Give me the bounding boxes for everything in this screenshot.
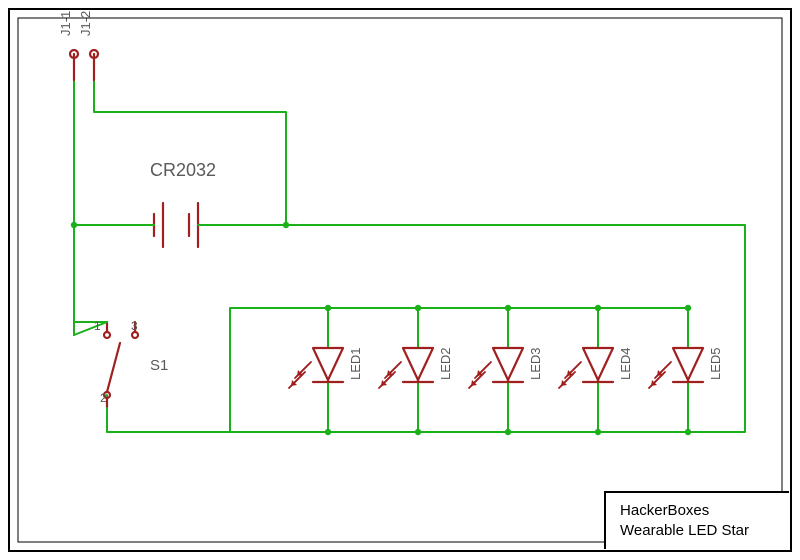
svg-text:LED4: LED4	[618, 347, 633, 380]
svg-text:1: 1	[94, 319, 101, 333]
title-line-1: HackerBoxes	[620, 501, 749, 521]
schematic-canvas: J1-1J1-2CR2032123S1LED1LED2LED3LED4LED5 …	[0, 0, 800, 560]
svg-text:J1-1: J1-1	[58, 11, 73, 36]
svg-text:LED3: LED3	[528, 347, 543, 380]
svg-text:LED5: LED5	[708, 347, 723, 380]
svg-text:LED1: LED1	[348, 347, 363, 380]
title-line-2: Wearable LED Star	[620, 521, 749, 541]
svg-text:3: 3	[131, 319, 138, 333]
svg-text:LED2: LED2	[438, 347, 453, 380]
svg-text:S1: S1	[150, 357, 168, 374]
svg-text:J1-2: J1-2	[78, 11, 93, 36]
svg-text:2: 2	[100, 391, 107, 405]
title-block: HackerBoxes Wearable LED Star	[604, 491, 789, 550]
svg-text:CR2032: CR2032	[150, 160, 216, 180]
schematic-svg: J1-1 J1-2 CR2032 1 2 3 S1 LED1 LED2 LED3 LED4 LED5	[0, 0, 800, 560]
